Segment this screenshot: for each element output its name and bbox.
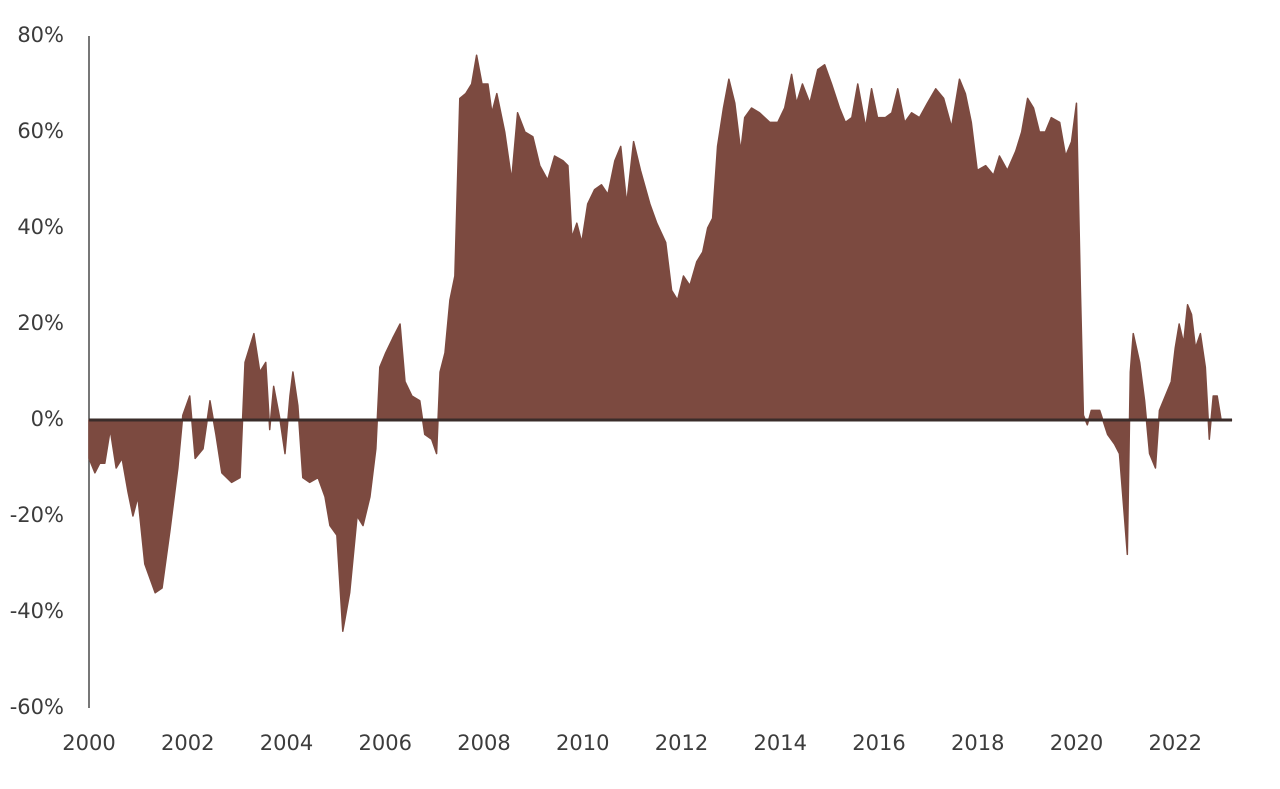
y-tick-label: -60% — [10, 695, 64, 719]
y-tick-label: 60% — [17, 119, 64, 143]
x-tick-label: 2008 — [457, 731, 510, 755]
y-tick-label: 20% — [17, 311, 64, 335]
x-tick-label: 2014 — [754, 731, 807, 755]
x-tick-label: 2020 — [1050, 731, 1103, 755]
y-tick-label: 40% — [17, 215, 64, 239]
x-tick-label: 2016 — [852, 731, 905, 755]
x-tick-label: 2006 — [359, 731, 412, 755]
y-tick-label: 0% — [31, 407, 64, 431]
x-tick-label: 2000 — [62, 731, 115, 755]
x-tick-label: 2002 — [161, 731, 214, 755]
area — [88, 54, 1233, 632]
x-tick-label: 2004 — [260, 731, 313, 755]
x-tick-label: 2012 — [655, 731, 708, 755]
x-tick-label: 2022 — [1148, 731, 1201, 755]
y-tick-label: -20% — [10, 503, 64, 527]
y-tick-label: -40% — [10, 599, 64, 623]
y-tick-label: 80% — [17, 23, 64, 47]
x-tick-label: 2018 — [951, 731, 1004, 755]
x-tick-label: 2010 — [556, 731, 609, 755]
